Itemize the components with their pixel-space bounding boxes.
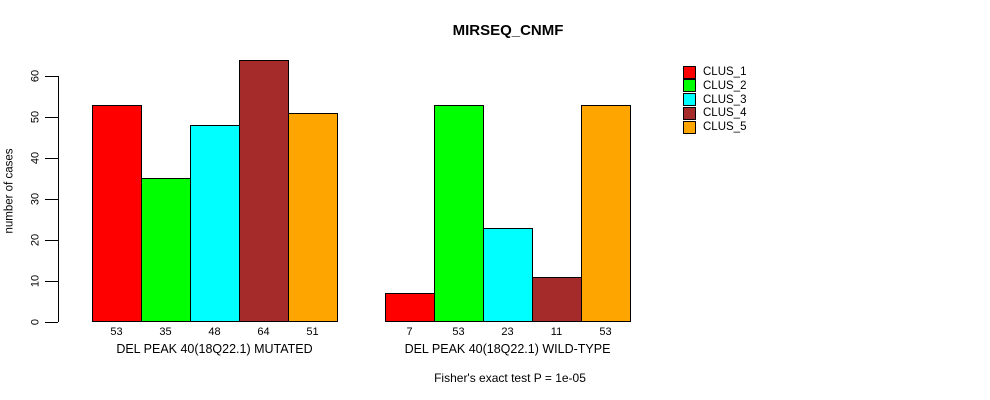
bar-value-label: 53 (452, 326, 465, 338)
y-axis-tick (45, 322, 58, 323)
bar (581, 105, 631, 322)
bar (434, 105, 484, 322)
y-axis-tick (45, 76, 58, 77)
y-axis-tick-label: 40 (29, 151, 42, 165)
bar-value-label: 35 (159, 326, 172, 338)
bar-value-label: 64 (257, 326, 270, 338)
legend-item: CLUS_4 (683, 106, 747, 120)
legend-swatch (683, 65, 696, 79)
legend-label: CLUS_3 (703, 93, 747, 106)
bar (385, 293, 435, 322)
bar (288, 113, 338, 322)
y-axis-tick (45, 240, 58, 241)
y-axis-line (58, 76, 59, 322)
legend-label: CLUS_2 (703, 79, 747, 92)
bar-value-label: 7 (406, 326, 413, 338)
y-axis-tick-label: 30 (29, 192, 42, 206)
y-axis-tick (45, 199, 58, 200)
y-axis-tick-label: 60 (29, 69, 42, 83)
y-axis-tick-label: 10 (29, 274, 42, 288)
annotation-text: Fisher's exact test P = 1e-05 (434, 371, 586, 385)
bar-value-label: 48 (208, 326, 221, 338)
y-axis-tick (45, 117, 58, 118)
bar (532, 277, 582, 322)
legend-item: CLUS_2 (683, 79, 747, 93)
legend-swatch (683, 120, 696, 134)
bar-value-label: 51 (306, 326, 319, 338)
legend-item: CLUS_1 (683, 65, 747, 79)
legend-swatch (683, 106, 696, 120)
chart-title: MIRSEQ_CNMF (452, 22, 564, 39)
y-axis-tick-label: 20 (29, 233, 42, 247)
y-axis-tick-label: 0 (29, 318, 42, 326)
bar-value-label: 11 (550, 326, 563, 338)
bar (239, 60, 289, 322)
legend-item: CLUS_3 (683, 93, 747, 107)
category-label: DEL PEAK 40(18Q22.1) MUTATED (116, 342, 313, 356)
y-axis-tick-label: 50 (29, 110, 42, 124)
legend-label: CLUS_1 (703, 66, 747, 78)
legend-swatch (683, 79, 696, 93)
y-axis-tick (45, 158, 58, 159)
bar (92, 105, 142, 322)
category-label: DEL PEAK 40(18Q22.1) WILD-TYPE (404, 342, 611, 356)
legend-swatch (683, 93, 696, 107)
bar (483, 228, 533, 322)
legend-label: CLUS_4 (703, 107, 747, 120)
legend-label: CLUS_5 (703, 121, 747, 134)
y-axis-title: number of cases (3, 148, 16, 234)
bar-value-label: 53 (110, 326, 123, 338)
bar-value-label: 23 (501, 326, 514, 338)
legend-item: CLUS_5 (683, 120, 747, 134)
y-axis-tick (45, 281, 58, 282)
bar-value-label: 53 (599, 326, 612, 338)
bar (190, 125, 240, 322)
bar (141, 178, 191, 322)
